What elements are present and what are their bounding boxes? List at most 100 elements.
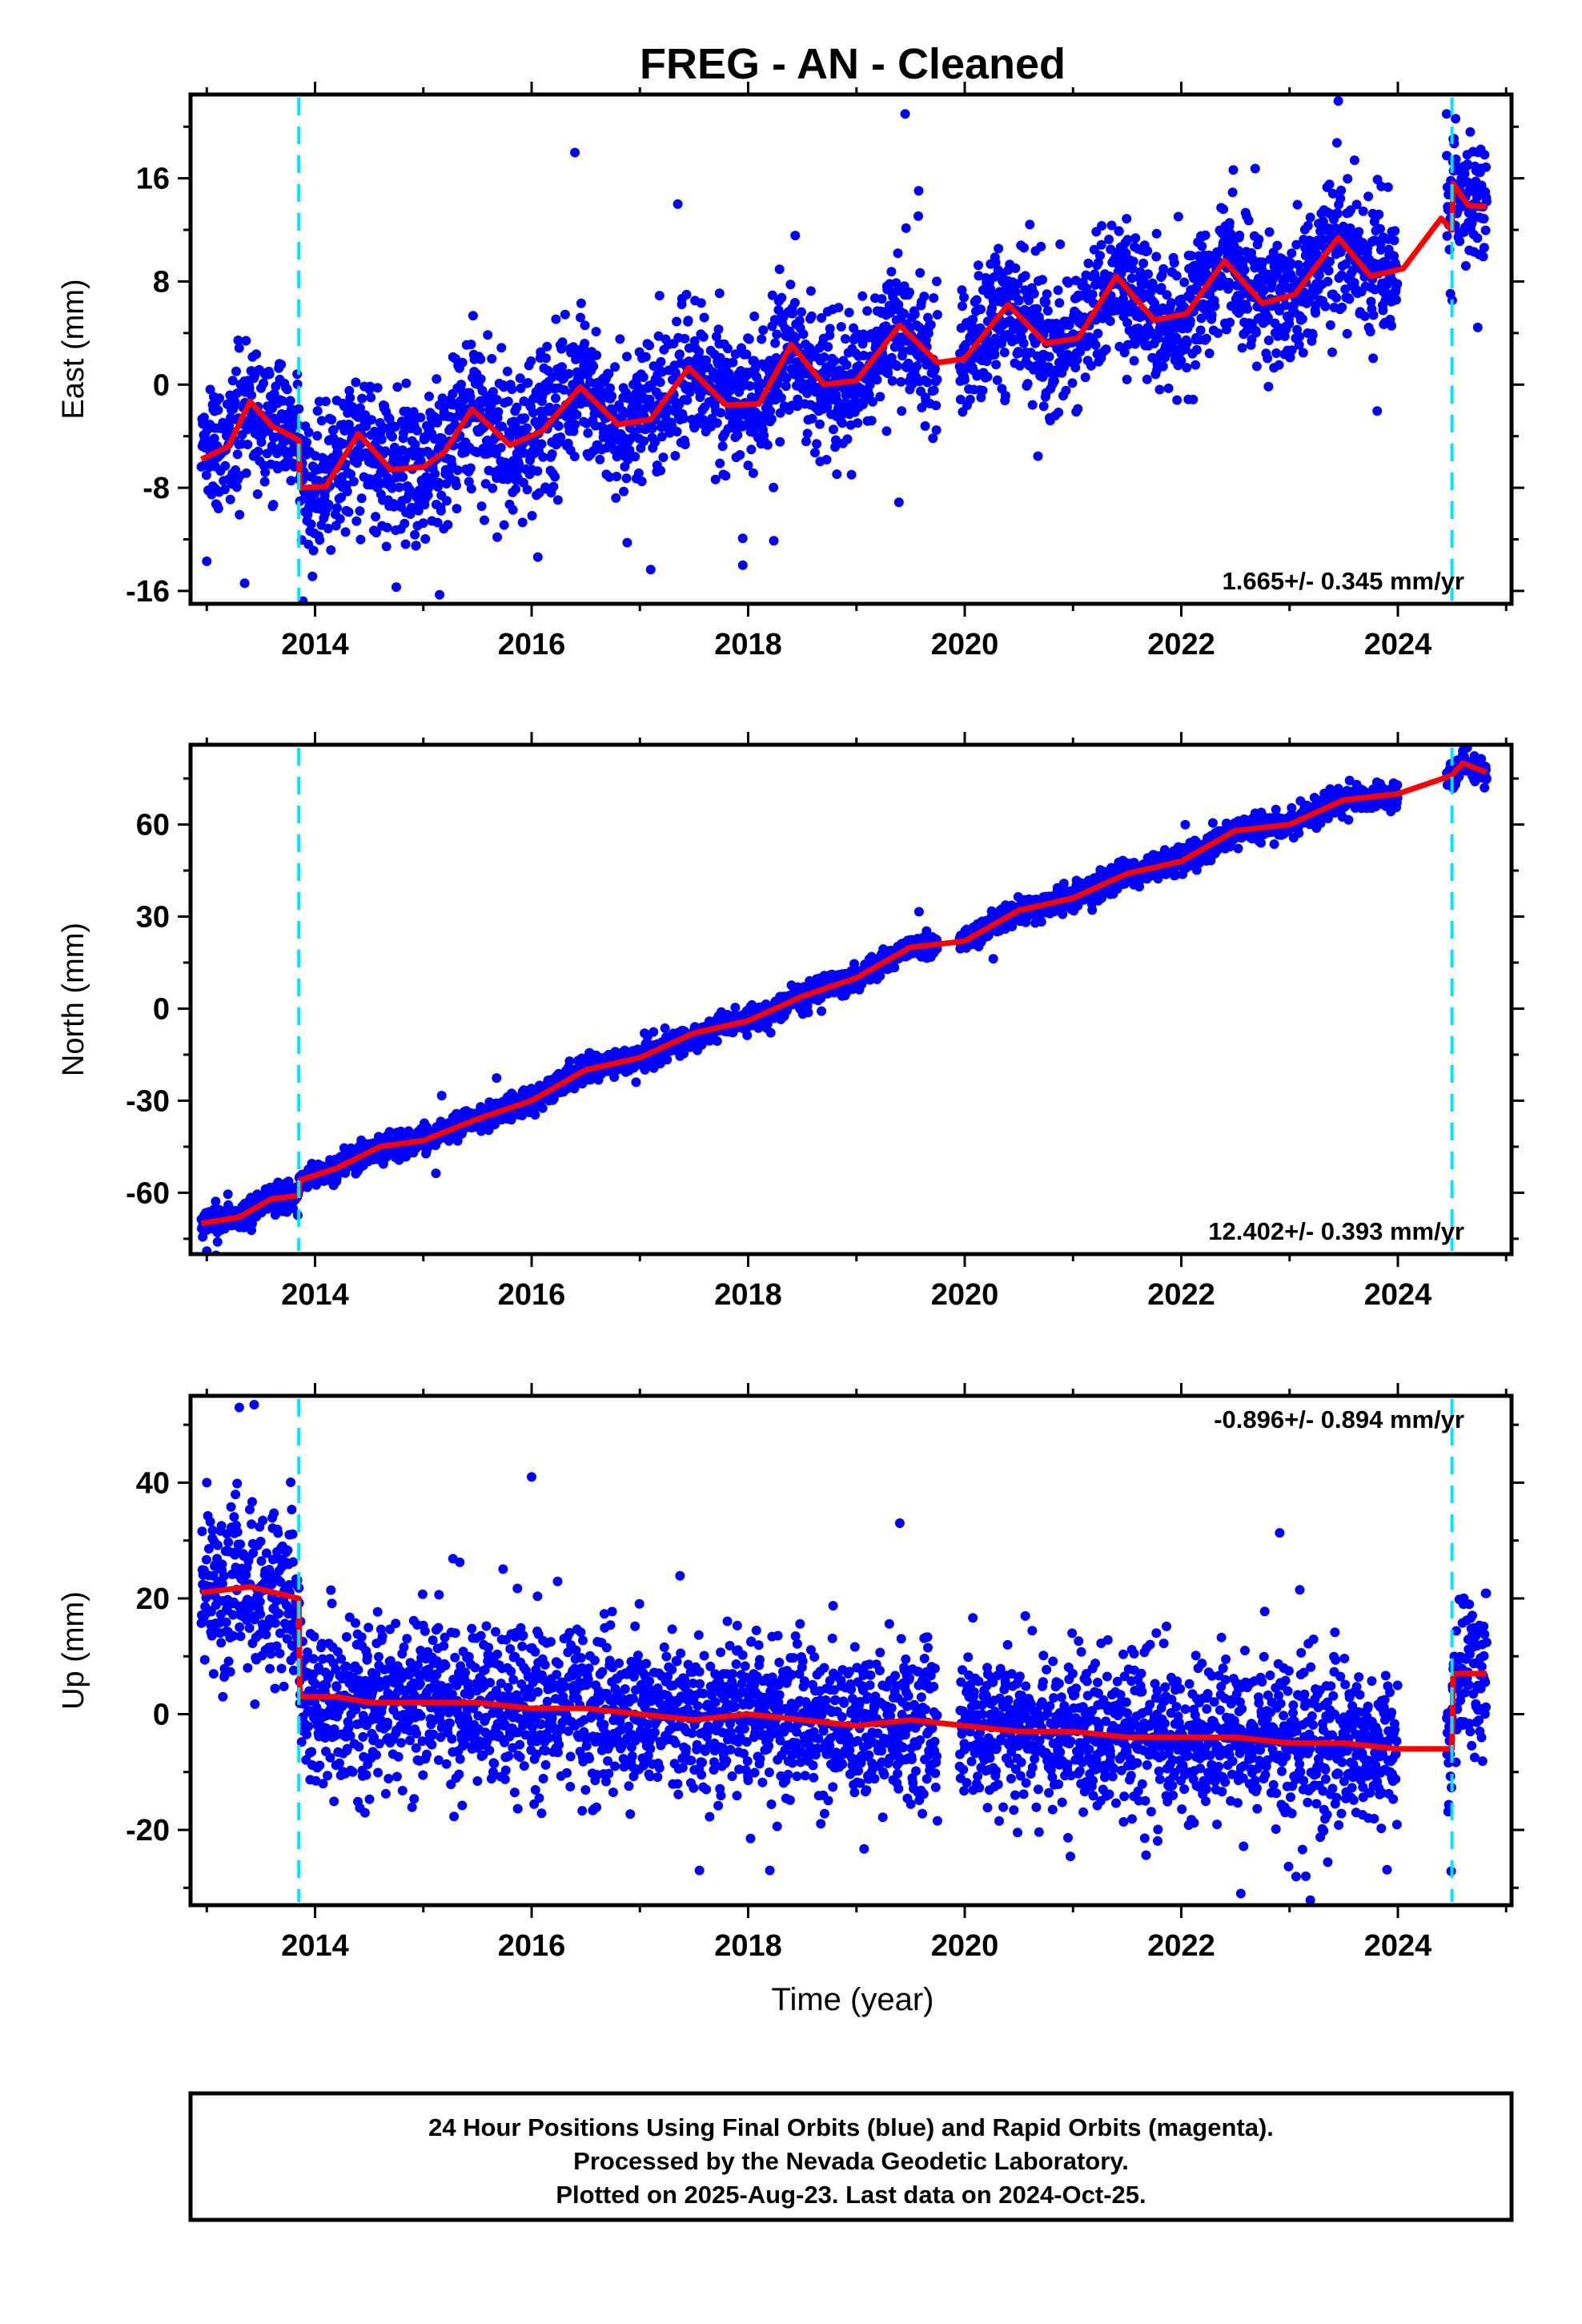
plot-frame [188,92,1514,606]
data-point [306,519,316,529]
data-point [992,375,1002,385]
data-point [430,468,440,479]
data-point [844,308,854,318]
data-point [757,334,767,344]
data-point [1342,328,1352,339]
data-point [466,340,476,350]
data-point [912,361,922,372]
data-point [231,482,242,493]
data-point [817,313,827,323]
data-point [819,352,829,362]
data-point [592,350,602,360]
data-point [1024,296,1034,306]
data-point [961,340,971,350]
data-point [232,449,243,460]
data-point [496,343,507,353]
data-point [1142,374,1152,384]
data-point [656,465,666,476]
outlier-point [737,560,748,570]
data-point [654,291,665,301]
data-point [1455,236,1465,247]
data-point [433,477,444,488]
data-point [551,393,560,404]
data-point [805,286,816,296]
data-point [1481,162,1491,172]
y-tick-label: 0 [153,368,170,402]
data-point [932,310,942,320]
data-point [1073,404,1083,414]
data-point [1327,188,1338,199]
data-point [886,352,897,363]
data-point [696,298,706,308]
data-point [1169,258,1179,268]
data-point [605,383,616,393]
data-point [672,316,682,327]
data-point [841,360,852,370]
data-point [488,483,498,493]
data-point [198,1232,208,1242]
data-point [758,325,769,336]
data-point [234,343,244,353]
data-point [264,369,275,380]
data-point [930,364,940,374]
data-point [1070,363,1081,372]
data-point [452,480,461,491]
data-point [1325,320,1335,330]
data-point [645,565,656,575]
data-point [1010,287,1021,297]
data-point [241,336,251,346]
data-point [958,301,967,312]
data-point [776,392,786,403]
data-point [1179,277,1190,287]
data-point [1096,239,1106,250]
data-point [1101,344,1111,355]
data-point [292,369,303,380]
outlier-point [1349,155,1359,166]
data-point [610,362,620,372]
data-point [436,505,446,516]
data-point [604,368,614,379]
data-point [978,385,988,396]
data-point [929,385,939,396]
data-point [1331,138,1342,148]
data-point [1105,316,1115,326]
data-point [1191,344,1202,355]
data-point [892,361,902,372]
data-point [698,332,709,342]
data-point [1442,231,1452,241]
data-point [1122,214,1132,224]
data-point [1287,345,1297,356]
data-point [730,1003,741,1013]
data-point [1307,330,1318,340]
data-point [857,291,868,301]
data-point [968,314,978,324]
data-point [1080,372,1090,383]
data-point [1311,308,1321,318]
data-point [1284,319,1295,329]
data-point [276,360,287,370]
data-point [376,434,387,444]
data-point [384,1127,395,1137]
data-point [387,432,397,442]
data-point [480,479,491,489]
data-point [215,393,225,404]
x-tick-label: 2020 [931,628,999,661]
data-point [1263,353,1273,364]
data-point [798,329,809,340]
outlier-point [570,147,580,158]
data-point [223,1189,233,1200]
data-point [1163,383,1174,393]
outlier-point [435,589,445,600]
data-point [502,366,512,376]
data-point [1210,301,1220,312]
data-point [829,356,840,366]
data-point [497,421,508,432]
data-point [658,452,669,463]
data-point [647,423,657,433]
data-point [1465,127,1476,137]
data-point [1327,347,1337,357]
data-point [929,293,939,304]
data-point [1478,251,1488,262]
data-point [328,424,339,435]
data-point [1129,356,1139,366]
